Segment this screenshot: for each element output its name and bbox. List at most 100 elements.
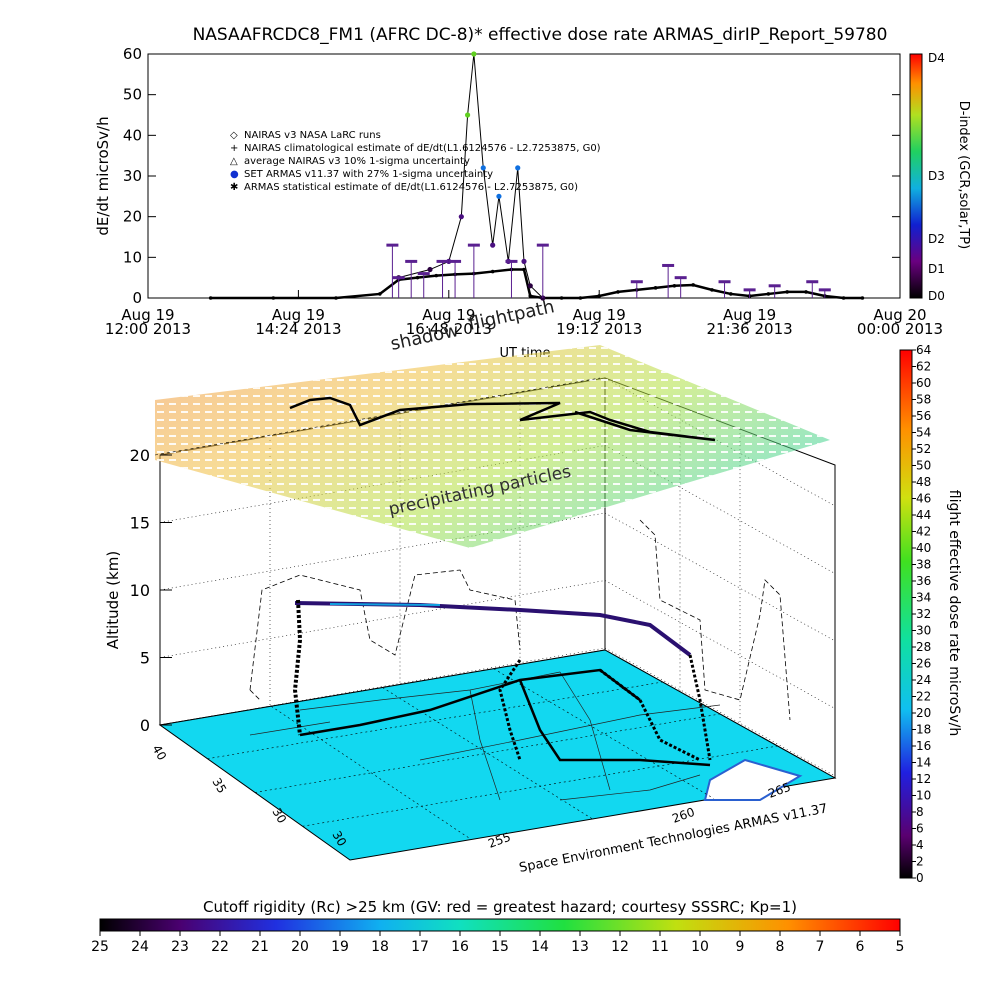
series-nairas-point — [729, 292, 733, 296]
dose-rate-tick-label: 14 — [916, 756, 931, 770]
legend-text-0: NAIRAS v3 NASA LaRC runs — [244, 130, 381, 141]
lat-tick-30: 30 — [329, 829, 349, 849]
legend-symbol-2: △ — [230, 156, 238, 167]
cutoff-tick-label: 5 — [896, 939, 905, 955]
dose-rate-tick-label: 22 — [916, 690, 931, 704]
series-nairas-point — [522, 267, 526, 272]
series-nairas-point — [672, 284, 677, 288]
cutoff-rigidity-title: Cutoff rigidity (Rc) >25 km (GV: red = g… — [203, 898, 797, 916]
series-nairas-point — [785, 290, 789, 294]
dose-rate-tick-label: 52 — [916, 442, 931, 456]
flight-track-cruise — [294, 601, 692, 657]
z-tick-label: 5 — [140, 649, 150, 668]
d-index-tick-d1: D1 — [928, 262, 945, 276]
cutoff-tick-label: 24 — [131, 939, 149, 955]
cutoff-tick-label: 12 — [611, 939, 629, 955]
cutoff-rigidity-colorbar — [99, 918, 901, 932]
series-nairas-point — [691, 283, 695, 287]
series-armas-point — [490, 242, 496, 248]
series-nairas-point — [490, 269, 495, 274]
top-chart-title: NASAAFRCDC8_FM1 (AFRC DC-8)* effective d… — [193, 25, 888, 45]
cutoff-tick-label: 19 — [331, 939, 349, 955]
cutoff-tick-label: 25 — [91, 939, 109, 955]
top-y-tick-label: 50 — [123, 86, 142, 104]
series-nairas-point — [597, 294, 601, 298]
dose-rate-tick-label: 34 — [916, 591, 931, 605]
d-index-tick-d0: D0 — [928, 289, 945, 303]
series-nairas-point — [415, 275, 420, 280]
series-nairas-point — [766, 292, 771, 296]
z-ticks: 0 5 10 15 20 — [130, 446, 172, 735]
ground-map — [158, 649, 837, 861]
series-nairas-point — [334, 296, 338, 300]
ground-borders — [249, 671, 721, 801]
dose-rate-tick-label: 4 — [916, 838, 924, 852]
ground-grid-line — [382, 687, 593, 820]
ground-map-coast — [703, 758, 803, 801]
series-armas-point — [427, 266, 433, 273]
dose-rate-tick-label: 40 — [916, 541, 931, 555]
top-y-tick-label: 40 — [123, 126, 142, 144]
top-x-tick-time: 00:00 2013 — [857, 320, 943, 338]
legend-symbol-3: ● — [230, 169, 239, 180]
cutoff-tick-label: 18 — [371, 939, 389, 955]
dose-rate-tick-label: 44 — [916, 508, 931, 522]
series-nairas-point — [653, 286, 658, 290]
shadow-projection — [249, 519, 791, 721]
top-legend: ◇ NAIRAS v3 NASA LaRC runs + NAIRAS clim… — [230, 130, 601, 193]
series-armas-point — [527, 283, 533, 289]
top-x-tick-time: 16:48 2013 — [406, 320, 492, 338]
dose-rate-tick-label: 46 — [916, 492, 931, 506]
dose-rate-tick-label: 26 — [916, 657, 931, 671]
series-nairas-point — [559, 296, 564, 300]
top-x-tick-date: Aug 19 — [573, 306, 626, 324]
series-armas-point — [465, 112, 471, 118]
dose-rate-tick-label: 24 — [916, 673, 931, 687]
dose-rate-tick-label: 6 — [916, 822, 924, 836]
top-x-tick-time: 14:24 2013 — [255, 320, 341, 338]
cutoff-tick-label: 10 — [691, 939, 709, 955]
ground-grid — [207, 668, 778, 840]
flightpath-on-plane — [289, 396, 716, 442]
dose-rate-tick-label: 10 — [916, 789, 931, 803]
cutoff-tick-label: 8 — [776, 939, 785, 955]
flightpath-label: flightpath — [467, 296, 557, 335]
cutoff-tick-label: 17 — [411, 939, 429, 955]
ground-grid-line — [254, 713, 721, 793]
ground-state-lines — [469, 671, 611, 801]
legend-text-2: average NAIRAS v3 10% 1-sigma uncertaint… — [244, 156, 470, 167]
legend-symbol-4: ✱ — [230, 182, 238, 193]
dose-rate-tick-label: 18 — [916, 723, 931, 737]
dose-rate-tick-label: 36 — [916, 574, 931, 588]
series-armas-point — [480, 165, 486, 171]
series-nairas-point — [841, 296, 846, 300]
top-y-ticks: 0 10 20 30 40 50 60 — [123, 45, 900, 307]
lat-tick-35: 35 — [209, 776, 229, 796]
top-x-tick-date: Aug 19 — [723, 306, 776, 324]
series-armas-line — [398, 53, 544, 299]
top-y-tick-label: 60 — [123, 45, 142, 63]
dose-rate-tick-label: 30 — [916, 624, 931, 638]
flight-track-ground — [299, 668, 711, 767]
series-nairas-line — [210, 268, 863, 300]
top-y-tick-label: 30 — [123, 167, 142, 185]
dose-rate-colorbar-title: flight effective dose rate microSv/h — [946, 490, 962, 736]
d-index-colorbar — [909, 53, 923, 299]
d-index-tick-d2: D2 — [928, 232, 945, 246]
cutoff-tick-label: 15 — [491, 939, 509, 955]
series-nairas-point — [378, 292, 382, 296]
flight-track-cruise-highlight — [329, 603, 441, 606]
dose-rate-tick-label: 12 — [916, 772, 931, 786]
dose-rate-tick-label: 0 — [916, 871, 924, 885]
series-nairas-point — [208, 296, 213, 300]
d-index-tick-d3: D3 — [928, 169, 945, 183]
series-nairas-point — [616, 290, 620, 294]
cutoff-tick-label: 20 — [291, 939, 309, 955]
top-chart-series — [208, 51, 865, 301]
cutoff-tick-label: 9 — [736, 939, 745, 955]
dose-rate-tick-label: 16 — [916, 739, 931, 753]
